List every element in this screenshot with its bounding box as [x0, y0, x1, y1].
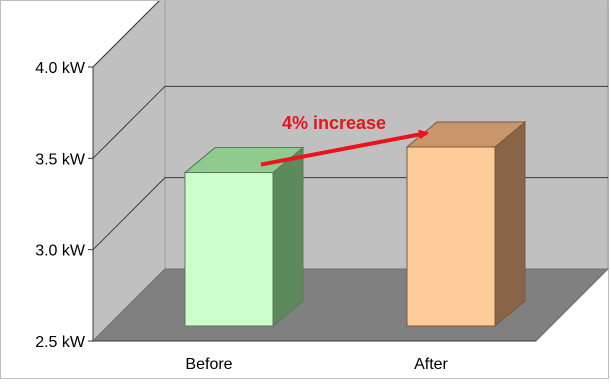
x-axis-labels: Before After — [185, 356, 448, 373]
x-tick-label: Before — [185, 356, 232, 373]
y-tick-label: 2.5 kW — [35, 334, 86, 351]
y-tick-label: 4.0 kW — [35, 60, 86, 77]
annotation-label: 4% increase — [282, 113, 386, 133]
y-tick-label: 3.5 kW — [35, 151, 86, 168]
bar-after — [407, 122, 525, 326]
bar-front — [407, 147, 495, 326]
bar-side — [495, 122, 525, 326]
chart-walls — [93, 1, 608, 341]
x-tick-label: After — [414, 356, 448, 373]
floor — [93, 269, 608, 341]
y-tick-label: 3.0 kW — [35, 243, 86, 260]
bar-side — [273, 148, 303, 326]
bar-before — [185, 148, 303, 326]
bar-front — [185, 173, 273, 326]
